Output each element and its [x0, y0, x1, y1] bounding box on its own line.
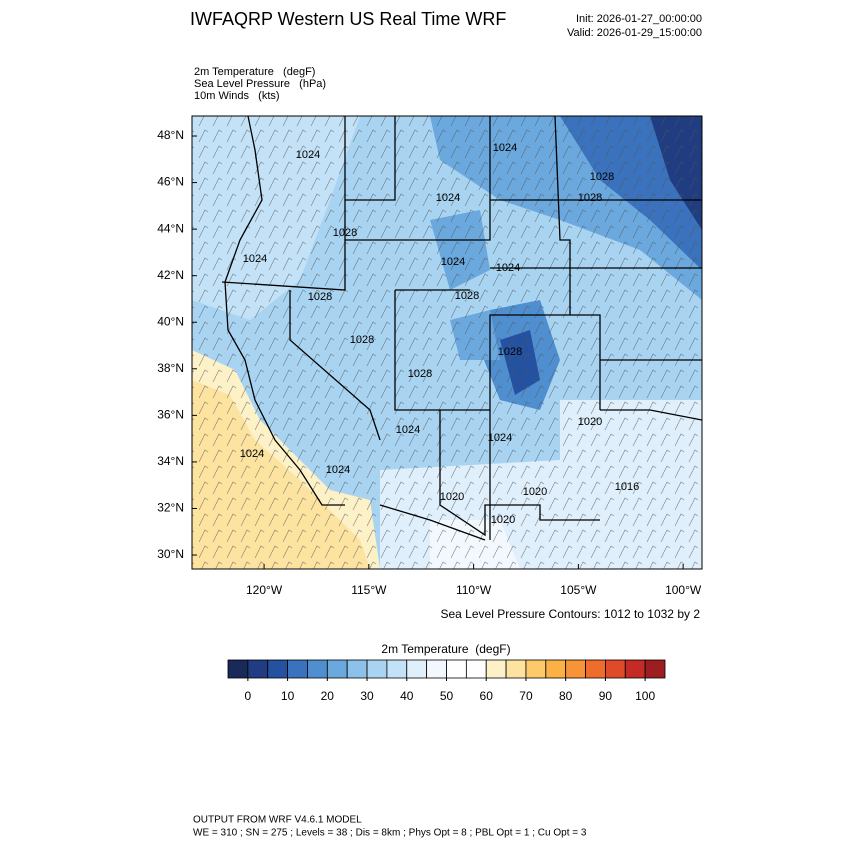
colorbar-box [346, 659, 368, 679]
colorbar-tick-label: 100 [635, 689, 655, 703]
colorbar-tick-label: 70 [519, 689, 533, 703]
lat-tick-label: 46°N [157, 175, 184, 189]
contour-label: 1024 [243, 253, 267, 265]
colorbar-box [267, 659, 288, 679]
colorbar-box [247, 659, 269, 679]
lon-tick-label: 110°W [456, 583, 492, 597]
contour-label: 1028 [590, 171, 614, 183]
lat-tick-label: 44°N [157, 221, 184, 235]
contour-label: 1028 [408, 368, 432, 380]
map-field [192, 116, 702, 569]
colorbar-box [585, 659, 606, 679]
colorbar-tick-label: 90 [599, 689, 613, 703]
lon-tick-label: 120°W [246, 583, 283, 597]
colorbar-title: 2m Temperature (degF) [381, 642, 510, 656]
colorbar-box [287, 659, 308, 679]
lat-tick-label: 36°N [157, 408, 184, 422]
colorbar-box [505, 659, 527, 679]
colorbar-box [545, 659, 567, 679]
colorbar-tick-label: 30 [360, 689, 374, 703]
contour-label: 1028 [333, 227, 357, 239]
colorbar-tick-label: 10 [281, 689, 295, 703]
contour-label: 1024 [326, 464, 350, 476]
lon-tick-label: 115°W [351, 583, 387, 597]
lat-tick-label: 48°N [157, 128, 184, 142]
contour-label: 1028 [350, 334, 374, 346]
lat-tick-label: 30°N [157, 547, 184, 561]
colorbar-box [565, 659, 586, 679]
init-time: Init: 2026-01-27_00:00:00 [576, 13, 702, 25]
field-label: 2m Temperature (degF) [194, 66, 315, 78]
contour-label: 1024 [441, 256, 465, 268]
colorbar-box [227, 659, 249, 679]
valid-time: Valid: 2026-01-29_15:00:00 [567, 27, 702, 39]
map-frame [191, 115, 703, 570]
lon-tick-label: 100°W [665, 583, 702, 597]
contour-label: 1024 [493, 142, 517, 154]
contour-label: 1020 [578, 416, 602, 428]
contour-label: 1024 [296, 149, 320, 161]
footer-line: WE = 310 ; SN = 275 ; Levels = 38 ; Dis … [193, 828, 587, 839]
lat-tick-label: 42°N [157, 268, 184, 282]
contour-label: 1020 [491, 514, 515, 526]
colorbar-box [624, 659, 646, 679]
colorbar-box [366, 659, 388, 679]
contour-label: 1028 [455, 290, 479, 302]
lat-tick-label: 38°N [157, 361, 184, 375]
colorbar-tick-label: 0 [245, 689, 252, 703]
contour-label: 1028 [498, 346, 522, 358]
colorbar-box [446, 659, 467, 679]
contour-label: 1024 [396, 424, 420, 436]
field-label: Sea Level Pressure (hPa) [194, 78, 326, 90]
lat-tick-label: 32°N [157, 501, 184, 515]
contour-label: 1024 [496, 262, 520, 274]
colorbar-box [326, 659, 348, 679]
colorbar-box [525, 659, 547, 679]
lon-tick-label: 105°W [560, 583, 597, 597]
contour-label: 1024 [240, 448, 264, 460]
colorbar-box [307, 659, 328, 679]
colorbar-box [406, 659, 428, 679]
colorbar-box [465, 659, 487, 679]
colorbar-box [485, 659, 507, 679]
colorbar-tick-label: 20 [321, 689, 335, 703]
field-label: 10m Winds (kts) [194, 90, 280, 102]
colorbar-box [644, 659, 666, 679]
contour-note: Sea Level Pressure Contours: 1012 to 103… [441, 607, 701, 621]
colorbar-tick-label: 40 [400, 689, 414, 703]
colorbar-tick-label: 50 [440, 689, 454, 703]
colorbar-tick-label: 80 [559, 689, 573, 703]
footer-line: OUTPUT FROM WRF V4.6.1 MODEL [193, 815, 362, 826]
contour-label: 1024 [488, 432, 512, 444]
title: IWFAQRP Western US Real Time WRF [190, 9, 506, 29]
colorbar-box [386, 659, 408, 679]
colorbar-box [426, 659, 447, 679]
contour-label: 1016 [615, 481, 639, 493]
contour-label: 1028 [308, 291, 332, 303]
contour-label: 1028 [578, 192, 602, 204]
colorbar-tick-label: 60 [480, 689, 494, 703]
lat-tick-label: 34°N [157, 454, 184, 468]
contour-label: 1020 [440, 491, 464, 503]
contour-label: 1020 [523, 486, 547, 498]
lat-tick-label: 40°N [157, 314, 184, 328]
contour-label: 1024 [436, 192, 460, 204]
colorbar-box [605, 659, 626, 679]
